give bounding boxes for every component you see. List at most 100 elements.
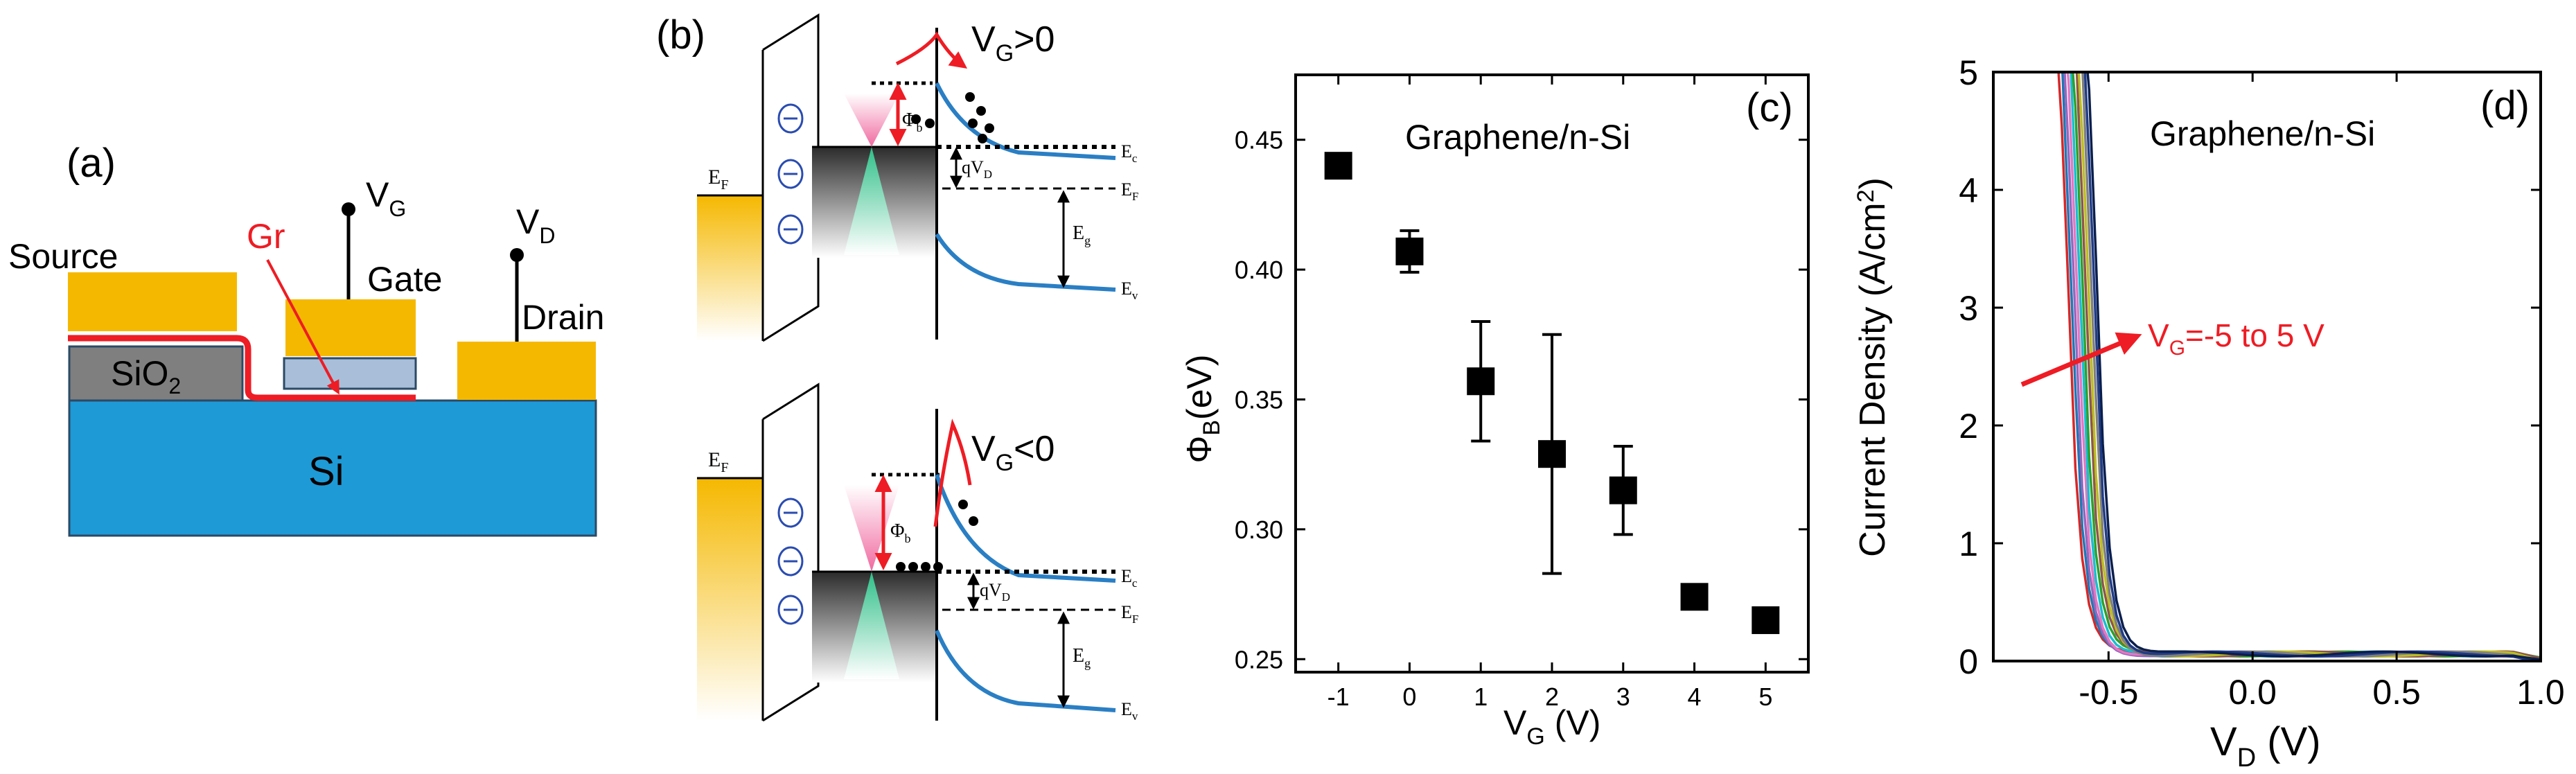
y-tick-label: 0 [1959,642,1978,681]
panel-b: (b) VG>0 EF Φb [656,12,1138,723]
drain-terminal [510,248,524,262]
vg-sweep-label: VG=-5 to 5 V [2148,317,2324,360]
annotation: Graphene/n-Si [2150,114,2375,153]
x-tick-label: 0.5 [2372,673,2421,712]
source-label: Source [8,237,118,276]
x-tick-label: 2 [1545,683,1559,711]
ef-right-label: EF [1121,602,1138,626]
ec-label: Ec [1121,141,1138,165]
data-point [1538,440,1566,468]
x-tick-label: 1 [1474,683,1488,711]
sio2-layer [68,345,244,402]
gr-label: Gr [247,217,285,256]
charge-circles [777,103,804,245]
vg-sweep-arrow [2020,332,2142,387]
axis-ticks: -1 0 1 2 3 4 5 0.25 0.30 0.35 0.40 0.45 [1235,75,1808,711]
y-tick-label: 4 [1959,171,1978,210]
panel-a: (a) Si SiO2 Source VG Gate VD Drain Gr [8,141,604,537]
ef-label: EF [708,448,728,475]
data-points [1324,152,1780,635]
data-point [1467,367,1495,396]
gate-contact [285,299,416,356]
ef-label: EF [708,166,728,193]
x-tick-label: 3 [1616,683,1630,711]
panel-c-label: (c) [1746,85,1793,130]
panel-c-chart: (c) Graphene/n-Si ΦB(eV) VG (V) -1 0 1 2 3 4 5… [1180,73,1810,750]
panel-d-label: (d) [2480,83,2530,128]
drain-contact [457,342,596,400]
vg-label: VG [366,175,406,221]
graphene-sheet [68,335,416,401]
ef-right-label: EF [1121,179,1138,203]
y-axis-label: Current Density (A/cm2) [1853,177,1893,557]
ec-curve [935,82,1116,160]
x-axis-label: VG (V) [1503,703,1600,750]
metal-fill [697,195,763,341]
annotation: Graphene/n-Si [1405,118,1630,157]
y-tick-label: 0.30 [1235,516,1283,544]
drain-label: Drain [522,298,604,337]
oxide-barrier [761,13,820,342]
y-tick-label: 0.35 [1235,385,1283,414]
data-point [1324,152,1352,180]
electron-flow-arrow [895,31,968,69]
x-tick-label: 5 [1758,683,1772,711]
data-point [1395,237,1424,265]
eg-label: Eg [1073,645,1091,670]
ec-label: Ec [1121,566,1138,590]
y-tick-label: 2 [1959,407,1978,446]
y-tick-label: 0.25 [1235,645,1283,674]
x-tick-label: 1.0 [2516,673,2565,712]
gate-terminal [342,202,355,216]
x-axis-label: VD (V) [2210,719,2321,773]
axis-ticks: -0.5 0.0 0.5 1.0 0 1 2 3 4 5 [1959,53,2565,712]
y-tick-label: 0.40 [1235,256,1283,284]
ev-curve [935,233,1116,292]
data-point [1609,476,1637,504]
bottom-title: VG<0 [971,429,1055,476]
panel-d-chart: (d) Graphene/n-Si VG=-5 to 5 V Current D… [1853,53,2565,773]
band-diagram-vg-negative: VG<0 EF Φb qVD [697,382,1138,723]
gate-label: Gate [367,260,442,299]
si-substrate [68,399,597,537]
top-title: VG>0 [971,19,1055,67]
eg-label: Eg [1073,222,1091,247]
dirac-upper-cone [844,94,899,147]
x-tick-label: 0 [1402,683,1416,711]
si-label: Si [308,449,344,494]
qvd-label: qVD [962,157,992,181]
x-tick-label: 4 [1688,683,1702,711]
x-tick-label: -0.5 [2079,673,2138,712]
data-point [1680,583,1709,611]
panel-a-label: (a) [67,141,116,186]
data-point [1752,606,1780,635]
metal-fill [697,478,763,721]
phib-label: Φb [890,520,910,545]
oxide-barrier [761,382,820,722]
charge-circles [777,498,804,625]
y-axis-label: ΦB(eV) [1180,354,1225,463]
y-tick-label: 0.45 [1235,126,1283,155]
qvd-label: qVD [980,580,1010,604]
x-tick-label: 0.0 [2228,673,2277,712]
iv-curve [2086,72,2541,661]
panel-b-label: (b) [656,12,705,58]
iv-curve [2083,72,2541,661]
x-tick-label: -1 [1327,683,1350,711]
y-tick-label: 1 [1959,525,1978,563]
electron-distribution-arrow [933,419,972,527]
gate-oxide [283,357,417,390]
vd-label: VD [516,202,555,248]
dirac-lower-cone [844,147,899,255]
ev-label: Ev [1121,279,1138,302]
ev-curve [935,629,1116,712]
source-contact [68,272,237,331]
iv-curves [2057,72,2541,661]
band-diagram-vg-positive: VG>0 EF Φb qVD [697,13,1138,342]
phib-label: Φb [902,109,922,134]
sio2-label: SiO2 [111,354,181,398]
y-tick-label: 5 [1959,53,1978,92]
gr-pointer-arrow [266,259,339,395]
dirac-lower-cone [844,572,899,679]
